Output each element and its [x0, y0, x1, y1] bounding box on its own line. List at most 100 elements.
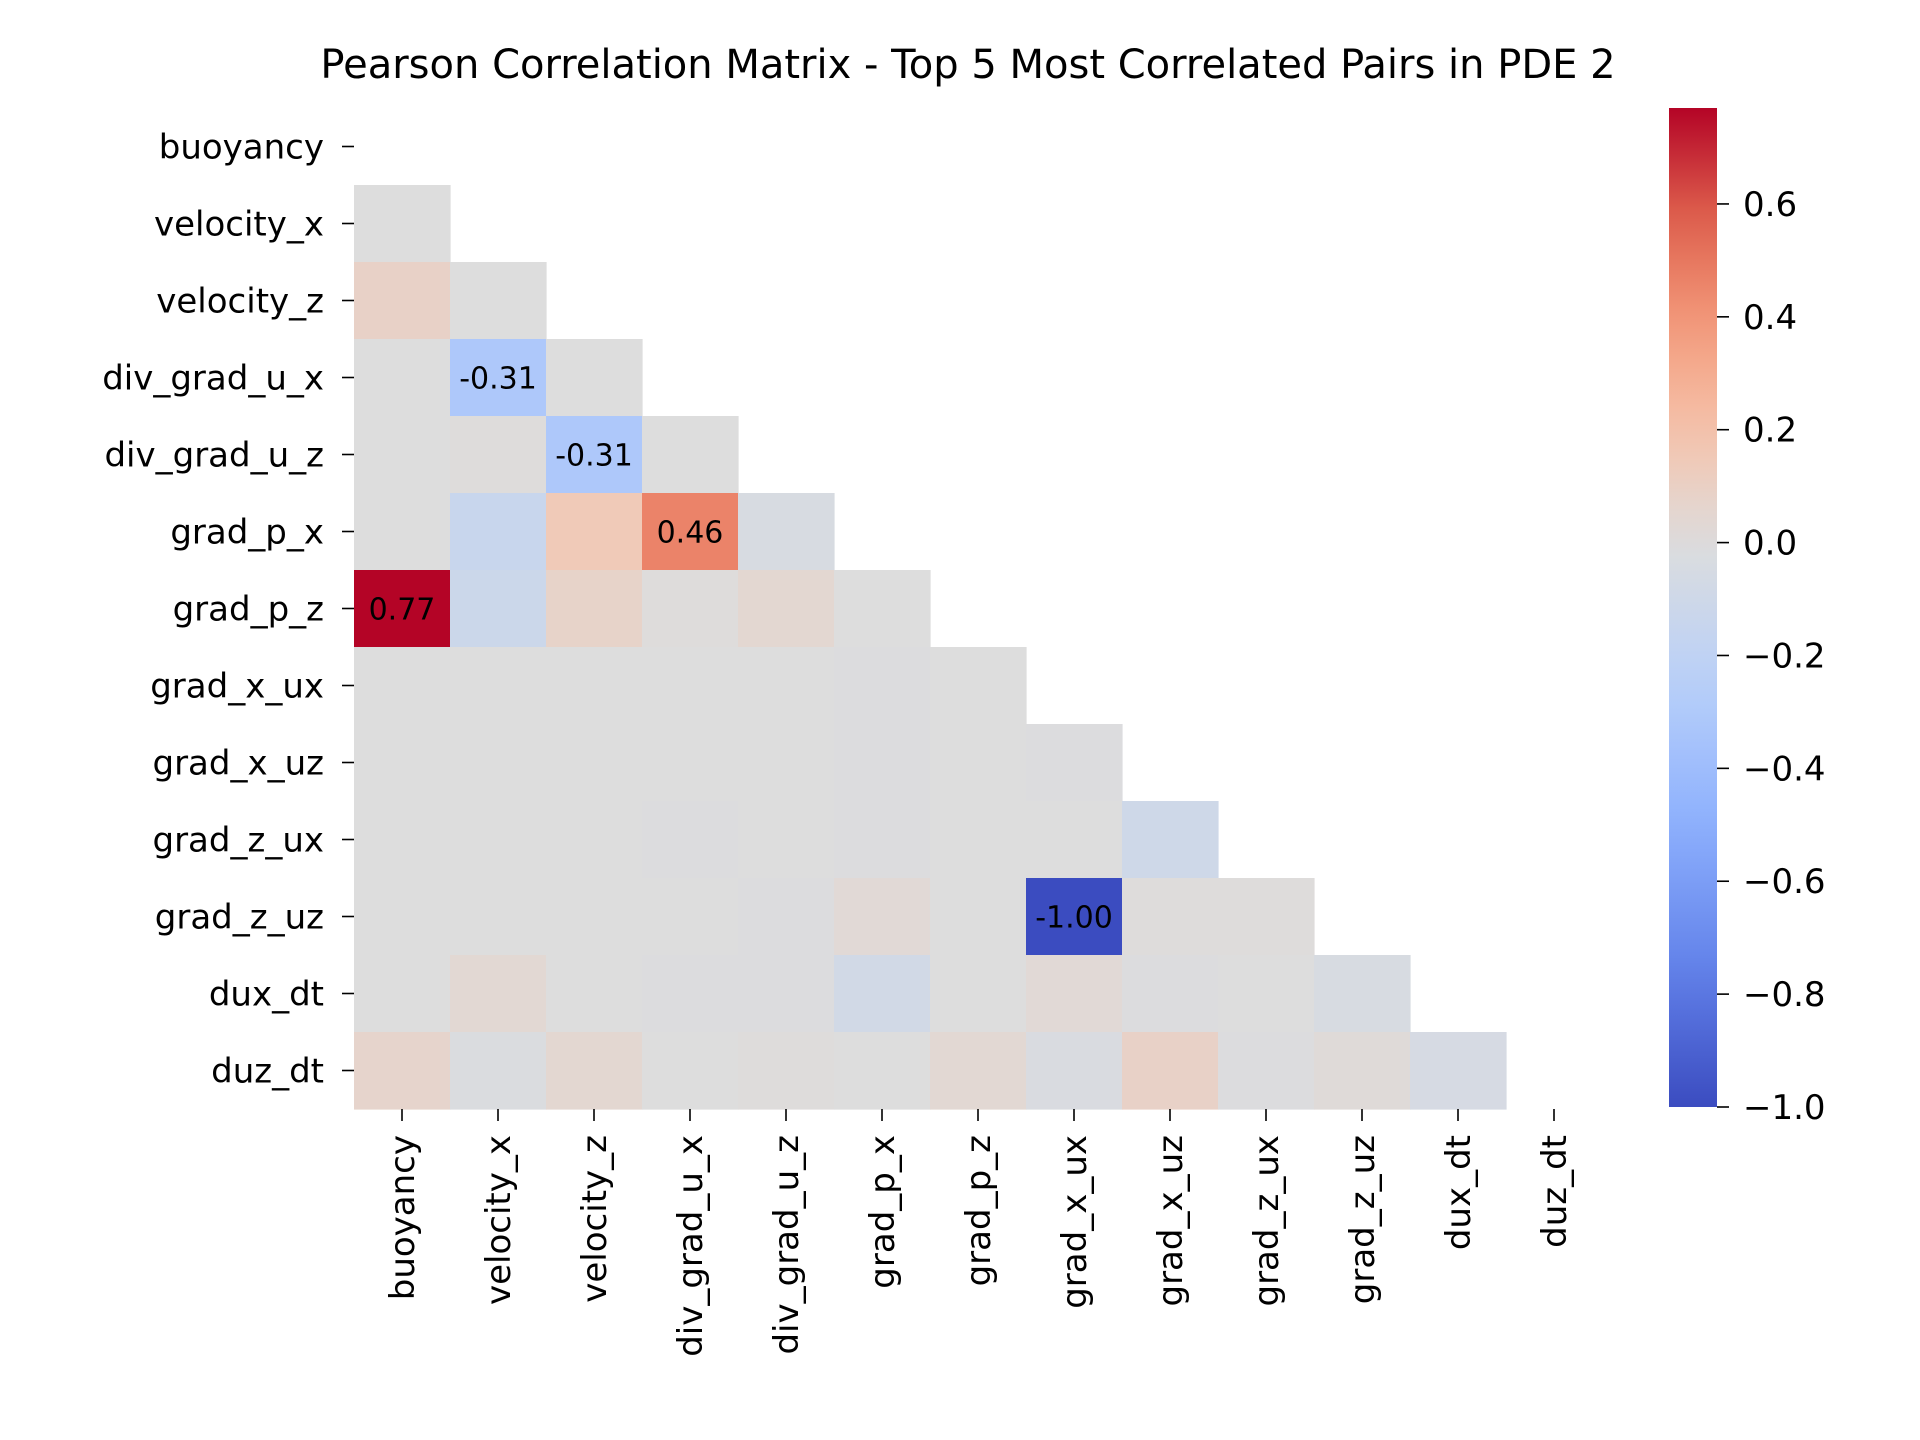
heatmap-cell-grad_z_uz-grad_x_uz [1122, 878, 1219, 956]
x-axis: buoyancy velocity_x velocity_z div_grad_u_x… [383, 1109, 1575, 1357]
heatmap-cell-grad_p_z-velocity_z [546, 570, 643, 648]
colorbar-tick-label: −0.6 [1743, 862, 1826, 902]
heatmap-cell-grad_z_ux-grad_x_ux [1026, 801, 1123, 879]
y-tick-label: grad_p_x [170, 513, 324, 553]
heatmap-cell-grad_z_uz-grad_z_ux [1218, 878, 1315, 956]
heatmap-cell-grad_z_uz-grad_p_x [834, 878, 931, 956]
heatmap-cell-velocity_x-buoyancy [354, 185, 451, 263]
heatmap-cell-grad_x_uz-grad_x_ux [1026, 724, 1123, 802]
heatmap-cell-duz_dt-div_grad_u_z [738, 1032, 835, 1110]
heatmap-cell-div_grad_u_x-velocity_z [546, 339, 643, 417]
heatmap-cell-dux_dt-grad_p_z [930, 955, 1027, 1033]
x-tick-label: dux_dt [1439, 1135, 1479, 1250]
x-tick-label: velocity_z [575, 1135, 615, 1303]
heatmap-cell-grad_x_uz-velocity_x [450, 724, 547, 802]
heatmap-cell-duz_dt-grad_p_z [930, 1032, 1027, 1110]
x-tick-label: grad_z_uz [1343, 1135, 1383, 1304]
colorbar-tick-label: −0.4 [1743, 749, 1826, 789]
heatmap-cell-grad_z_ux-velocity_z [546, 801, 643, 879]
heatmap-cell-grad_p_x-velocity_z [546, 493, 643, 571]
x-tick-label: div_grad_u_x [671, 1135, 711, 1357]
heatmap-cell-grad_z_uz-grad_x_ux [1026, 878, 1123, 956]
x-tick-label: buoyancy [383, 1135, 423, 1300]
y-axis: buoyancy velocity_x velocity_z div_grad_u_x… [102, 128, 354, 1092]
heatmap-cell-div_grad_u_x-buoyancy [354, 339, 451, 417]
cell-annotations: -0.31 -0.31 0.46 0.77 -1.00 [369, 362, 1113, 936]
colorbar-tick-label: 0.2 [1743, 411, 1797, 451]
y-tick-label: grad_x_ux [150, 667, 324, 707]
colorbar-tick-label: 0.6 [1743, 185, 1797, 225]
heatmap-cell-grad_x_ux-grad_p_z [930, 647, 1027, 725]
x-tick-label: grad_x_uz [1151, 1135, 1191, 1307]
heatmap-cell-grad_z_ux-grad_x_uz [1122, 801, 1219, 879]
heatmap-cell-dux_dt-grad_p_x [834, 955, 931, 1033]
cell-annotation: 0.77 [369, 593, 436, 628]
heatmap-cell-grad_x_ux-buoyancy [354, 647, 451, 725]
heatmap-cell-velocity_z-buoyancy [354, 262, 451, 340]
heatmap-cell-grad_p_z-buoyancy [354, 570, 451, 648]
heatmap-cell-div_grad_u_z-div_grad_u_x [642, 416, 739, 494]
heatmap-cell-grad_p_z-velocity_x [450, 570, 547, 648]
heatmap-cell-dux_dt-grad_z_uz [1314, 955, 1411, 1033]
heatmap-cell-duz_dt-grad_x_ux [1026, 1032, 1123, 1110]
colorbar-tick-label: 0.0 [1743, 524, 1797, 564]
cell-annotation: -1.00 [1035, 901, 1113, 936]
heatmap-cell-velocity_z-velocity_x [450, 262, 547, 340]
heatmap-cell-grad_x_ux-velocity_x [450, 647, 547, 725]
heatmap-cell-grad_x_ux-velocity_z [546, 647, 643, 725]
y-tick-label: div_grad_u_x [102, 359, 324, 399]
heatmap-cell-grad_x_ux-grad_p_x [834, 647, 931, 725]
chart-title: Pearson Correlation Matrix - Top 5 Most … [320, 42, 1615, 88]
y-tick-label: grad_x_uz [153, 744, 325, 784]
heatmap-cell-duz_dt-grad_z_uz [1314, 1032, 1411, 1110]
heatmap-cell-grad_p_x-velocity_x [450, 493, 547, 571]
y-tick-label: grad_z_uz [155, 898, 324, 938]
heatmap-cell-div_grad_u_x-velocity_x [450, 339, 547, 417]
heatmap-cells [354, 185, 1507, 1110]
heatmap-cell-div_grad_u_z-buoyancy [354, 416, 451, 494]
x-tick-label: grad_x_ux [1055, 1135, 1095, 1309]
heatmap-cell-dux_dt-grad_x_ux [1026, 955, 1123, 1033]
heatmap-cell-duz_dt-velocity_z [546, 1032, 643, 1110]
heatmap-cell-grad_z_ux-grad_p_x [834, 801, 931, 879]
heatmap-cell-grad_x_uz-grad_p_z [930, 724, 1027, 802]
heatmap-cell-grad_x_uz-velocity_z [546, 724, 643, 802]
heatmap-cell-duz_dt-div_grad_u_x [642, 1032, 739, 1110]
colorbar-tick-label: −0.2 [1743, 636, 1826, 676]
heatmap-cell-grad_p_z-div_grad_u_x [642, 570, 739, 648]
heatmap-cell-grad_x_ux-div_grad_u_x [642, 647, 739, 725]
x-tick-label: div_grad_u_z [767, 1135, 807, 1355]
cell-annotation: -0.31 [459, 362, 537, 397]
heatmap-cell-grad_z_uz-grad_p_z [930, 878, 1027, 956]
y-tick-label: duz_dt [211, 1052, 324, 1092]
heatmap-cell-grad_p_x-div_grad_u_x [642, 493, 739, 571]
heatmap-cell-dux_dt-buoyancy [354, 955, 451, 1033]
x-tick-label: velocity_x [479, 1135, 519, 1305]
heatmap-cell-div_grad_u_z-velocity_z [546, 416, 643, 494]
colorbar: 0.6 0.4 0.2 0.0 −0.2 −0.4 −0.6 −0.8 −1.0 [1669, 108, 1826, 1128]
heatmap-cell-grad_z_ux-grad_p_z [930, 801, 1027, 879]
y-tick-label: dux_dt [209, 975, 324, 1015]
heatmap-cell-duz_dt-grad_p_x [834, 1032, 931, 1110]
x-tick-label: grad_z_ux [1247, 1135, 1287, 1307]
heatmap-cell-grad_x_uz-div_grad_u_z [738, 724, 835, 802]
colorbar-tick-label: −1.0 [1743, 1088, 1826, 1128]
heatmap-cell-grad_p_x-div_grad_u_z [738, 493, 835, 571]
heatmap-cell-grad_z_ux-buoyancy [354, 801, 451, 879]
heatmap-cell-dux_dt-div_grad_u_x [642, 955, 739, 1033]
heatmap-cell-grad_z_uz-velocity_z [546, 878, 643, 956]
y-tick-label: velocity_z [156, 282, 324, 322]
y-tick-label: velocity_x [154, 205, 324, 245]
heatmap-cell-grad_z_uz-div_grad_u_x [642, 878, 739, 956]
x-tick-label: grad_p_x [863, 1135, 903, 1289]
cell-annotation: 0.46 [657, 516, 724, 551]
heatmap-cell-duz_dt-dux_dt [1410, 1032, 1507, 1110]
heatmap-cell-grad_p_z-div_grad_u_z [738, 570, 835, 648]
heatmap-cell-grad_z_ux-velocity_x [450, 801, 547, 879]
heatmap-cell-duz_dt-velocity_x [450, 1032, 547, 1110]
heatmap-cell-grad_x_ux-div_grad_u_z [738, 647, 835, 725]
heatmap-cell-duz_dt-grad_z_ux [1218, 1032, 1315, 1110]
heatmap-cell-dux_dt-grad_z_ux [1218, 955, 1315, 1033]
heatmap-cell-grad_z_uz-velocity_x [450, 878, 547, 956]
